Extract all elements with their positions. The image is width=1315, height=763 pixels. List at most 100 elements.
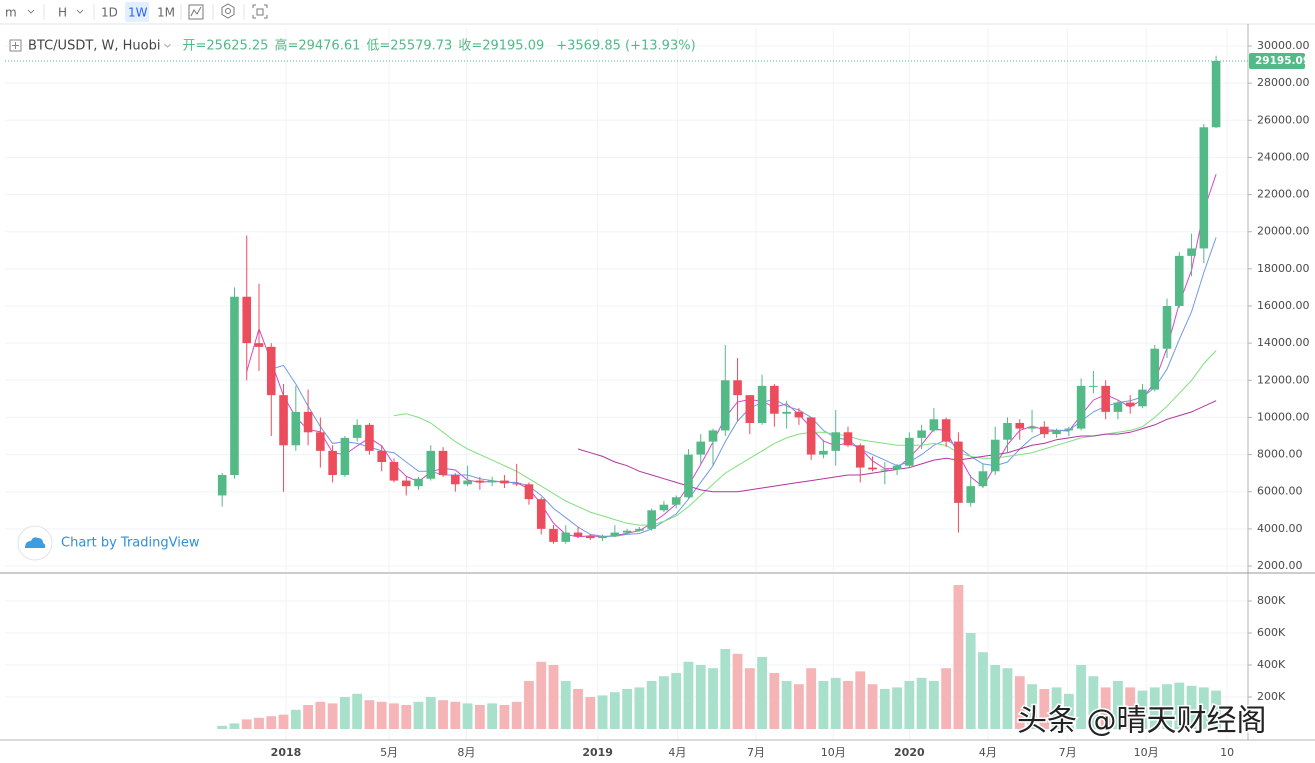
volume-bar — [671, 673, 682, 729]
grid — [5, 28, 1248, 740]
candle-body — [291, 411, 301, 446]
candle-body — [954, 441, 963, 503]
settings-icon[interactable] — [221, 3, 235, 19]
candle-body — [500, 480, 509, 484]
volume-bar — [1063, 693, 1074, 729]
candle-body — [573, 532, 583, 537]
volume-bar — [1002, 668, 1013, 729]
volume-bar — [474, 705, 485, 729]
volume-bar — [1051, 687, 1062, 729]
candle-body — [1040, 426, 1049, 435]
candle-body — [745, 395, 755, 424]
x-tick-label: 5月 — [380, 746, 398, 759]
volume-bar — [278, 714, 289, 729]
volume-bar — [904, 681, 915, 729]
y-tick-label: 4000.00 — [1257, 522, 1303, 535]
candle-body — [880, 469, 890, 471]
toolbar-item[interactable]: m — [5, 6, 17, 20]
candle-body — [720, 380, 730, 431]
x-tick-label: 10月 — [821, 746, 846, 759]
candle-body — [377, 450, 386, 463]
volume-bar — [953, 585, 964, 729]
candle-body — [1089, 385, 1098, 387]
dropdown-icon[interactable] — [27, 9, 35, 14]
y-tick-label: 400K — [1257, 658, 1286, 671]
volume-bar — [450, 701, 461, 729]
volume-bar — [609, 692, 620, 729]
candle-body — [475, 480, 485, 483]
candle-body — [1174, 255, 1184, 307]
volume-bar — [622, 689, 633, 729]
candle-body — [1138, 389, 1147, 407]
candle-body — [929, 419, 939, 431]
volume-bar — [1186, 685, 1197, 729]
volume-bar — [217, 725, 228, 729]
y-tick-label: 22000.00 — [1257, 188, 1310, 201]
toolbar-item[interactable]: 1M — [157, 6, 175, 20]
y-tick-label: 30000.00 — [1257, 39, 1310, 52]
legend-toggle[interactable] — [9, 39, 22, 52]
volume-bar — [695, 665, 706, 729]
candle-body — [451, 475, 460, 485]
candle-body — [1003, 423, 1012, 440]
candle-body — [855, 445, 865, 468]
legend-text: 高= — [274, 38, 298, 54]
candle-body — [242, 296, 252, 344]
toolbar — [0, 0, 1315, 24]
y-tick-label: 6000.00 — [1257, 485, 1303, 498]
dropdown-icon[interactable] — [76, 9, 84, 14]
y-tick-label: 14000.00 — [1257, 336, 1310, 349]
x-tick-label: 4月 — [979, 746, 997, 759]
volume-bar — [1113, 681, 1123, 729]
candle-body — [1113, 402, 1123, 412]
volume-bar — [708, 668, 718, 729]
legend-toggle[interactable] — [12, 42, 19, 49]
screenshot-icon[interactable] — [252, 4, 268, 19]
volume-bar — [683, 661, 694, 729]
moving-average — [393, 350, 1217, 526]
toolbar-item[interactable]: 1D — [101, 6, 118, 20]
volume-bar — [928, 681, 939, 729]
candle-body — [1211, 60, 1221, 128]
y-tick-label: 20000.00 — [1257, 225, 1310, 238]
volume-bar — [425, 697, 436, 729]
x-tick-label: 2019 — [582, 746, 613, 759]
volume-bar — [548, 665, 559, 729]
candle-body — [622, 530, 632, 533]
candle-body — [1027, 426, 1037, 429]
volume-bar — [376, 701, 387, 729]
candle-body — [733, 380, 742, 396]
toolbar-item[interactable]: H — [58, 6, 67, 20]
y-tick-label: 2000.00 — [1257, 559, 1303, 572]
candle-body — [1052, 430, 1061, 435]
attribution[interactable]: Chart by TradingView — [61, 536, 200, 551]
settings-icon[interactable] — [225, 8, 231, 14]
legend-text: BTC/USDT, W, Huobi — [28, 39, 161, 54]
volume-bar — [916, 677, 927, 729]
chart-type-icon[interactable] — [188, 4, 204, 20]
legend-text: 29476.61 — [298, 39, 360, 54]
candle-body — [978, 471, 988, 487]
volume-bar — [965, 633, 976, 729]
volume-bar — [646, 681, 657, 729]
candle-body — [696, 441, 706, 455]
volume-bar — [1198, 687, 1209, 729]
legend-dropdown — [164, 43, 171, 48]
toolbar-item[interactable]: 1W — [128, 6, 148, 20]
moving-average — [246, 174, 1217, 538]
candle-body — [635, 528, 644, 531]
chart-type-icon[interactable] — [190, 6, 202, 17]
legend-text: 29195.09 — [482, 39, 544, 54]
legend-text: 25625.25 — [206, 39, 268, 54]
candle-body — [487, 480, 497, 483]
volume-bar — [990, 665, 1001, 729]
volume-bar — [818, 681, 829, 729]
candle-body — [254, 343, 264, 347]
x-tick-label: 2018 — [271, 746, 302, 759]
candle-body — [1015, 423, 1025, 429]
screenshot-icon[interactable] — [256, 8, 264, 16]
volume-bar — [1027, 684, 1037, 729]
candle-body — [610, 532, 620, 537]
candle-body — [684, 454, 693, 498]
candle-body — [266, 346, 276, 396]
